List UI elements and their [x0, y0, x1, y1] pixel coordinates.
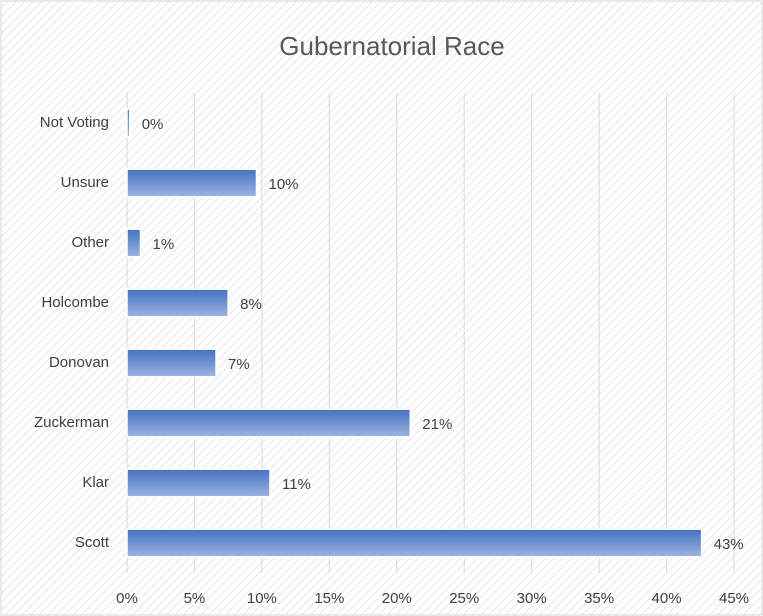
bar [126, 468, 271, 498]
y-tick-label: Klar [82, 474, 109, 491]
x-tick-label: 5% [184, 590, 206, 607]
y-tick-label: Scott [75, 534, 110, 551]
x-tick-label: 30% [517, 590, 547, 607]
bar [126, 108, 131, 138]
data-label: 8% [240, 296, 262, 313]
data-label: 0% [142, 116, 164, 133]
y-tick-label: Other [71, 234, 109, 251]
y-tick-label: Unsure [61, 174, 109, 191]
x-tick-label: 10% [247, 590, 277, 607]
data-label: 1% [152, 236, 174, 253]
data-label: 11% [282, 476, 311, 493]
data-label: 7% [228, 356, 250, 373]
bar [126, 528, 703, 558]
data-label: 10% [268, 176, 298, 193]
bar [126, 168, 258, 198]
bar [126, 348, 217, 378]
x-tick-label: 20% [382, 590, 412, 607]
x-tick-label: 35% [584, 590, 614, 607]
chart-title: Gubernatorial Race [279, 31, 504, 61]
y-tick-label: Holcombe [41, 294, 109, 311]
y-tick-label: Donovan [49, 354, 109, 371]
bar [126, 288, 229, 318]
data-label: 21% [422, 416, 452, 433]
bar [126, 408, 412, 438]
data-label: 43% [714, 536, 744, 553]
y-tick-label: Zuckerman [34, 414, 109, 431]
bar [126, 228, 142, 258]
x-tick-label: 25% [449, 590, 479, 607]
x-tick-label: 0% [116, 590, 138, 607]
y-tick-label: Not Voting [40, 114, 109, 131]
x-tick-label: 15% [314, 590, 344, 607]
x-tick-label: 45% [719, 590, 749, 607]
x-tick-label: 40% [652, 590, 682, 607]
